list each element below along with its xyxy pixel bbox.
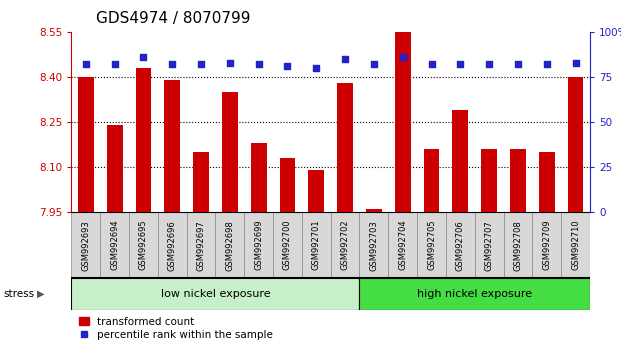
Text: high nickel exposure: high nickel exposure [417,289,532,299]
Bar [452,110,468,212]
Text: GSM992695: GSM992695 [139,220,148,270]
Text: ▶: ▶ [37,289,44,299]
Bar [510,149,526,212]
Point [340,56,350,62]
Text: GSM992708: GSM992708 [514,220,522,270]
Bar [424,149,440,212]
Bar [337,83,353,212]
Point [513,62,523,67]
Text: GSM992704: GSM992704 [398,220,407,270]
Bar [532,212,561,278]
Point [397,54,407,60]
Bar [539,152,555,212]
Bar [474,212,504,278]
Bar [244,212,273,278]
Bar [446,212,474,278]
Legend: transformed count, percentile rank within the sample: transformed count, percentile rank withi… [76,315,276,342]
Text: GSM992705: GSM992705 [427,220,436,270]
Point [138,54,148,60]
Bar [360,212,388,278]
Bar [417,212,446,278]
Point [369,62,379,67]
Bar [279,158,296,212]
Point [542,62,551,67]
Bar [360,278,590,310]
Point [427,62,437,67]
Text: GSM992693: GSM992693 [81,220,90,270]
Text: GSM992701: GSM992701 [312,220,321,270]
Text: GSM992706: GSM992706 [456,220,465,270]
Bar [215,212,244,278]
Bar [273,212,302,278]
Bar [251,143,266,212]
Bar [71,278,360,310]
Point [571,60,581,65]
Text: GSM992707: GSM992707 [484,220,494,270]
Bar [100,212,129,278]
Text: GSM992699: GSM992699 [254,220,263,270]
Text: GDS4974 / 8070799: GDS4974 / 8070799 [96,11,251,25]
Bar [309,170,324,212]
Bar [302,212,330,278]
Text: GSM992697: GSM992697 [197,220,206,270]
Text: GSM992698: GSM992698 [225,220,234,270]
Bar [78,77,94,212]
Bar [158,212,187,278]
Bar [129,212,158,278]
Point [283,63,292,69]
Point [311,65,321,71]
Bar [135,68,152,212]
Bar [330,212,360,278]
Bar [366,210,382,212]
Point [110,62,120,67]
Bar [107,125,122,212]
Bar [222,92,238,212]
Text: GSM992694: GSM992694 [110,220,119,270]
Text: GSM992710: GSM992710 [571,220,580,270]
Point [254,62,264,67]
Text: GSM992703: GSM992703 [369,220,378,270]
Point [81,62,91,67]
Bar [561,212,590,278]
Text: GSM992709: GSM992709 [542,220,551,270]
Point [455,62,465,67]
Bar [568,77,584,212]
Text: GSM992700: GSM992700 [283,220,292,270]
Point [484,62,494,67]
Bar [395,32,410,212]
Point [225,60,235,65]
Bar [481,149,497,212]
Text: GSM992702: GSM992702 [340,220,350,270]
Point [196,62,206,67]
Bar [187,212,215,278]
Text: low nickel exposure: low nickel exposure [161,289,270,299]
Bar [193,152,209,212]
Text: stress: stress [3,289,34,299]
Bar [71,212,100,278]
Text: GSM992696: GSM992696 [168,220,177,270]
Bar [388,212,417,278]
Point [167,62,177,67]
Bar [504,212,532,278]
Bar [165,80,180,212]
